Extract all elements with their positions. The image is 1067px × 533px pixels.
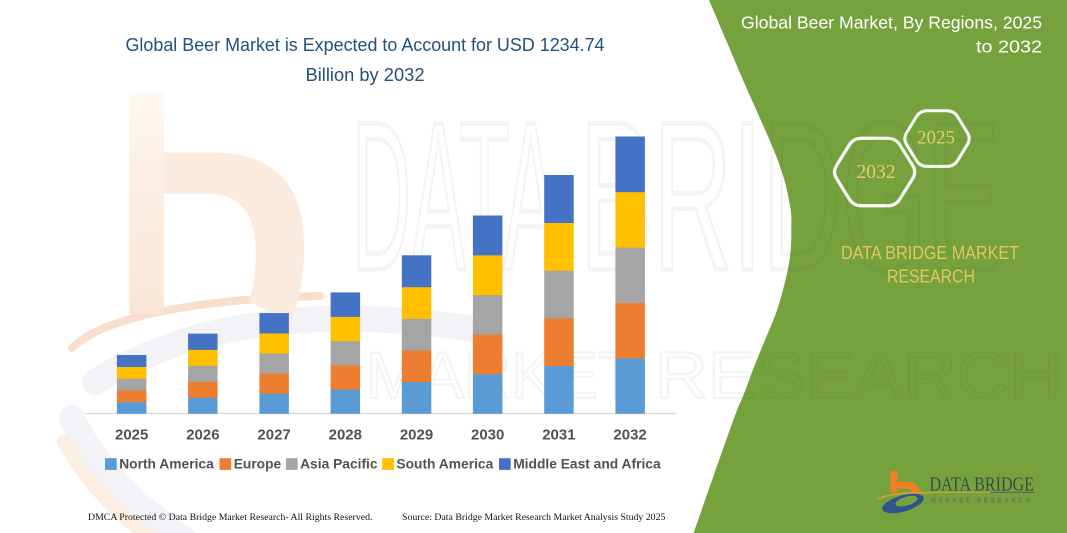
svg-text:2032: 2032 bbox=[613, 426, 646, 443]
svg-text:2026: 2026 bbox=[186, 426, 219, 443]
svg-text:2027: 2027 bbox=[257, 426, 290, 443]
svg-text:Global Beer Market, By Regions: Global Beer Market, By Regions, 2025 bbox=[741, 13, 1042, 33]
svg-text:South America: South America bbox=[396, 457, 493, 472]
svg-text:to 2032: to 2032 bbox=[976, 37, 1042, 57]
svg-text:Billion by 2032: Billion by 2032 bbox=[306, 64, 425, 85]
svg-text:Global Beer Market is Expected: Global Beer Market is Expected to Accoun… bbox=[126, 34, 605, 55]
svg-text:DATA BRIDGE MARKET: DATA BRIDGE MARKET bbox=[841, 242, 1019, 263]
svg-text:DATA BRIDGE: DATA BRIDGE bbox=[930, 473, 1035, 495]
svg-text:2031: 2031 bbox=[542, 426, 575, 443]
svg-text:Asia Pacific: Asia Pacific bbox=[300, 457, 378, 472]
svg-text:2030: 2030 bbox=[471, 426, 504, 443]
svg-text:2028: 2028 bbox=[329, 426, 362, 443]
svg-text:RESEARCH: RESEARCH bbox=[887, 266, 975, 287]
svg-text:2025: 2025 bbox=[115, 426, 148, 443]
svg-text:2029: 2029 bbox=[400, 426, 433, 443]
svg-text:Middle East and Africa: Middle East and Africa bbox=[513, 457, 661, 472]
svg-text:Europe: Europe bbox=[234, 457, 282, 472]
svg-text:Source: Data Bridge Market Res: Source: Data Bridge Market Research Mark… bbox=[402, 512, 665, 523]
svg-text:2025: 2025 bbox=[917, 128, 955, 149]
svg-text:North America: North America bbox=[119, 457, 214, 472]
svg-text:DMCA Protected © Data Bridge M: DMCA Protected © Data Bridge Market Rese… bbox=[88, 512, 372, 523]
svg-text:DATA: DATA bbox=[352, 79, 558, 316]
svg-text:2032: 2032 bbox=[857, 162, 896, 183]
svg-text:MARKET RESEARCH: MARKET RESEARCH bbox=[931, 499, 1033, 505]
